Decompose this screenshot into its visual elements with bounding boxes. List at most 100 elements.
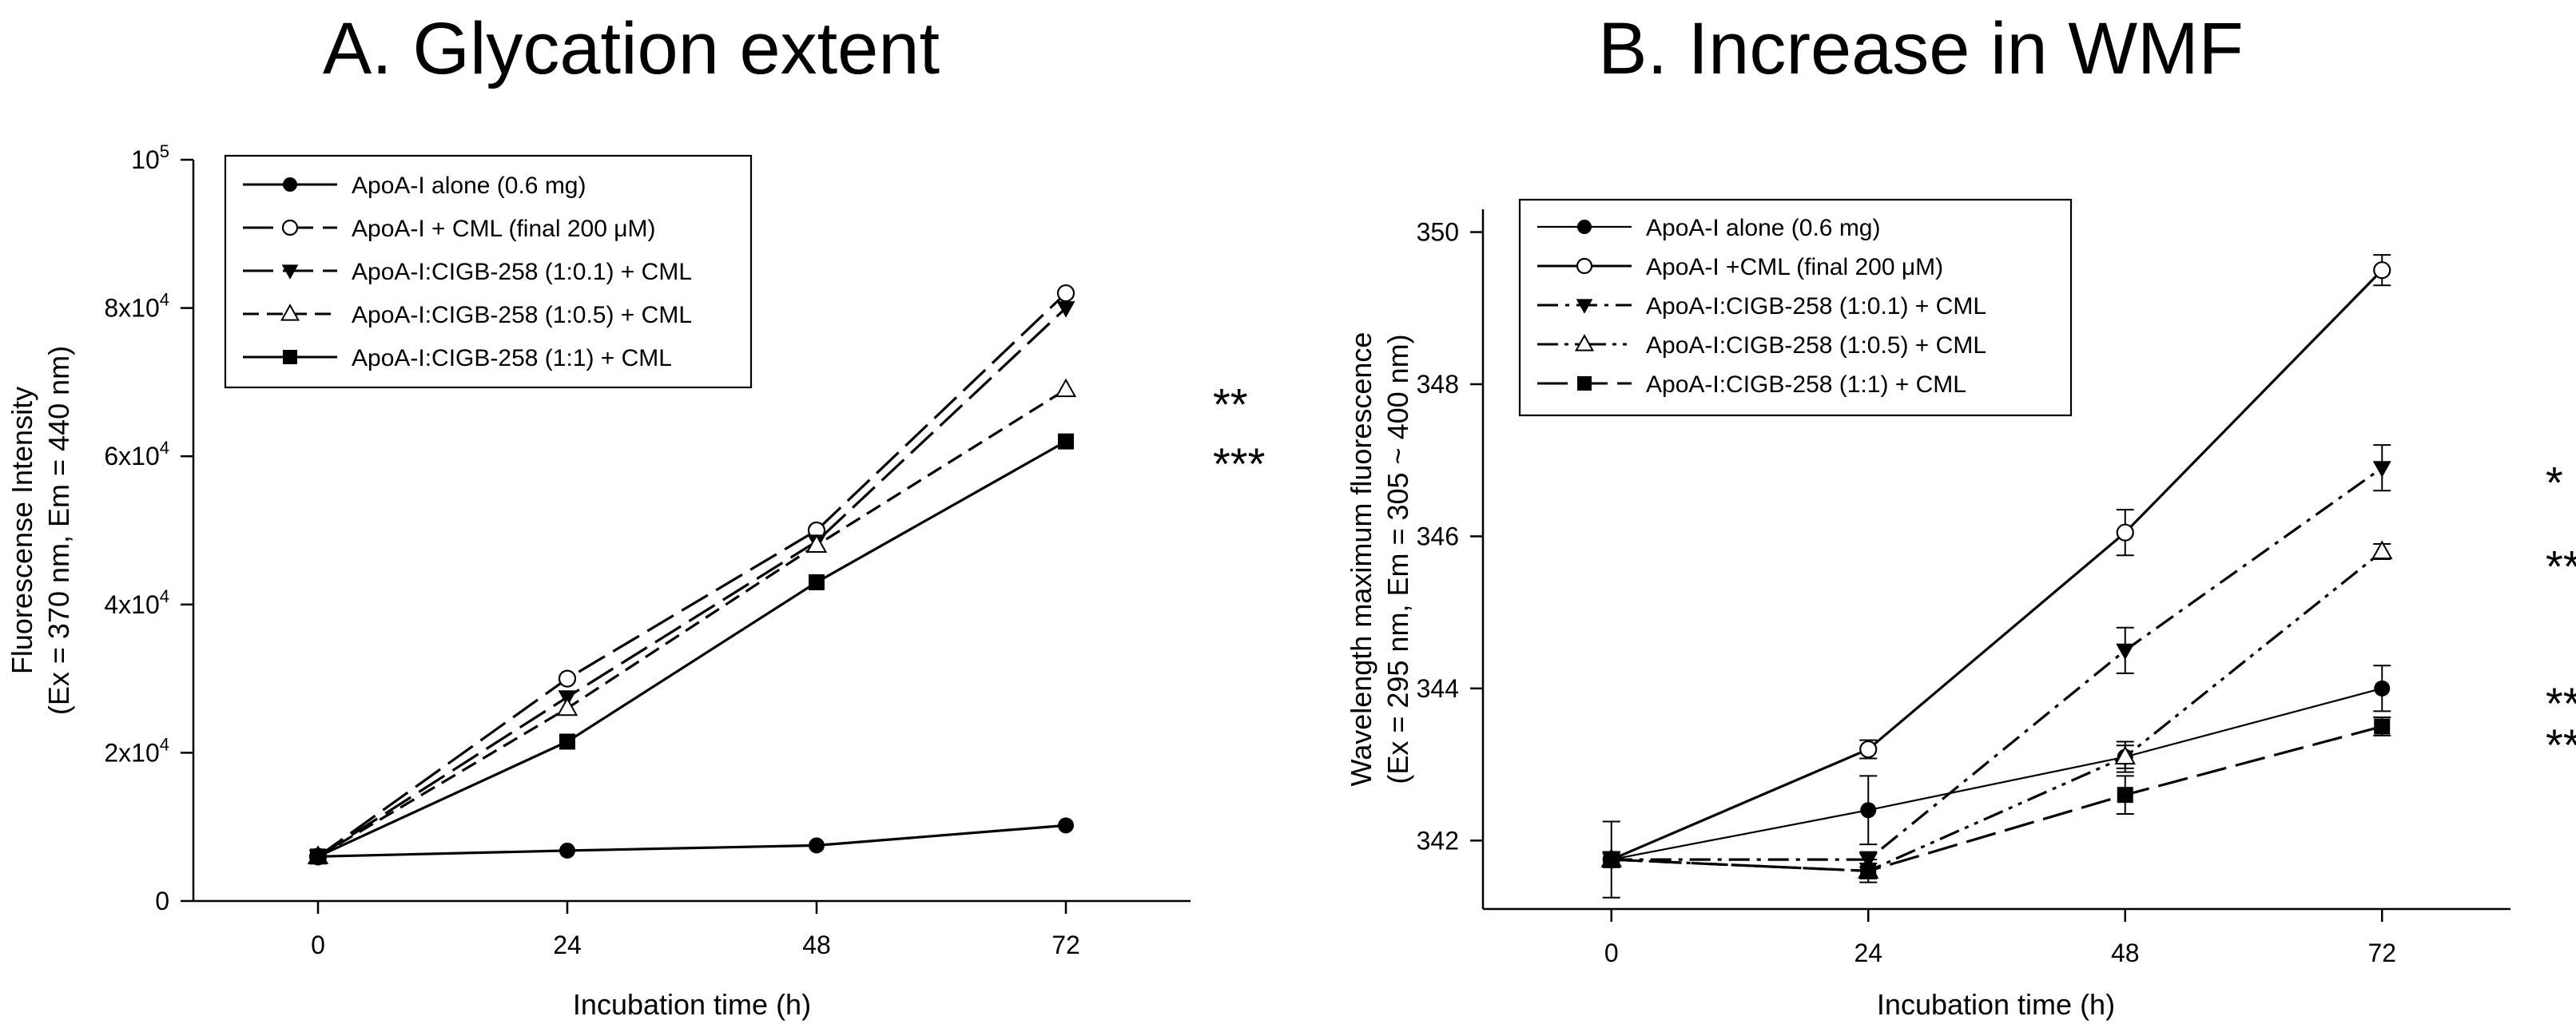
y-axis-label-units: (Ex = 370 nm, Em = 440 nm) <box>42 346 75 715</box>
significance-marker: ** <box>1213 379 1248 430</box>
y-tick-label: 342 <box>1417 826 1459 855</box>
legend-item: ApoA-I:CIGB-258 (1:1) + CML <box>1537 371 1966 398</box>
x-tick-label: 0 <box>311 931 325 959</box>
y-tick-exponent: 5 <box>160 141 169 161</box>
y-tick-label: 346 <box>1417 522 1459 550</box>
legend-marker <box>1576 257 1593 275</box>
x-tick-label: 48 <box>2111 939 2140 967</box>
significance-marker: ** <box>2546 541 2576 591</box>
series-line <box>1611 724 2383 873</box>
data-point <box>2116 643 2135 661</box>
y-tick-label: 348 <box>1417 370 1459 399</box>
series-line <box>317 824 1067 858</box>
x-tick-label: 24 <box>553 931 582 959</box>
legend-item: ApoA-I:CIGB-258 (1:1) + CML <box>243 345 672 371</box>
legend-label: ApoA-I +CML (final 200 μM) <box>1646 254 1943 280</box>
y-axis-label: Wavelength maximum fluorescence <box>1345 332 1377 787</box>
data-point <box>1603 851 1620 868</box>
y-tick-label: 344 <box>1417 674 1459 703</box>
data-point <box>1056 284 1075 303</box>
series-1 <box>310 817 1074 865</box>
data-point <box>559 733 575 750</box>
significance-marker: *** <box>1213 439 1265 489</box>
y-axis-label: Fluorescense Intensity <box>6 387 38 674</box>
series-line <box>1611 687 2383 861</box>
data-point <box>1056 301 1075 318</box>
series-line <box>317 307 1067 858</box>
significance-marker: *** <box>2546 678 2576 728</box>
series-line <box>317 388 1067 858</box>
legend-item: ApoA-I:CIGB-258 (1:0.1) + CML <box>243 259 692 285</box>
series-line <box>317 292 1067 858</box>
legend-marker <box>283 177 297 192</box>
legend-item: ApoA-I + CML (final 200 μM) <box>243 216 655 242</box>
legend-label: ApoA-I:CIGB-258 (1:0.5) + CML <box>352 302 692 328</box>
legend-label: ApoA-I:CIGB-258 (1:1) + CML <box>352 345 672 371</box>
data-point <box>1859 740 1878 759</box>
data-point <box>1860 863 1877 879</box>
y-tick-mantissa: 342 <box>1417 826 1459 855</box>
data-point <box>558 669 577 688</box>
series-line <box>1611 466 2383 861</box>
legend-marker <box>283 350 297 364</box>
y-tick-label: 4x104 <box>104 586 169 619</box>
y-tick-mantissa: 4x10 <box>104 590 159 619</box>
legend: ApoA-I alone (0.6 mg) ApoA-I +CML (final … <box>1518 198 2073 417</box>
y-tick-exponent: 4 <box>160 586 169 606</box>
data-point <box>2371 540 2393 559</box>
chart-panel-b: B. Increase in WMF 0 24 48 72 342 344 346 348 350… <box>1345 8 2576 1021</box>
y-tick-mantissa: 0 <box>155 887 169 915</box>
series-2 <box>308 284 1075 866</box>
series-line <box>1611 269 2383 861</box>
legend-label: ApoA-I:CIGB-258 (1:0.1) + CML <box>352 259 692 285</box>
y-tick-mantissa: 10 <box>131 145 160 174</box>
legend-item: ApoA-I:CIGB-258 (1:0.1) + CML <box>1537 293 1986 320</box>
legend-label: ApoA-I alone (0.6 mg) <box>1646 215 1880 241</box>
legend-marker <box>1577 376 1592 391</box>
data-point <box>2116 523 2134 542</box>
significance-marker: * <box>2546 458 2563 508</box>
data-point <box>2373 261 2391 280</box>
data-point <box>2117 787 2133 804</box>
significance-marker: *** <box>2546 720 2576 770</box>
legend-label: ApoA-I:CIGB-258 (1:1) + CML <box>1646 371 1966 398</box>
y-tick-label: 8x104 <box>104 290 169 323</box>
series-4 <box>1600 540 2393 879</box>
data-point <box>1058 433 1074 450</box>
legend-marker <box>280 304 300 321</box>
data-point <box>2374 680 2391 697</box>
data-point <box>805 534 828 554</box>
legend: ApoA-I alone (0.6 mg) ApoA-I + CML (final… <box>224 154 753 389</box>
series-5 <box>1602 716 2391 883</box>
data-point <box>559 842 575 859</box>
y-tick-label: 0 <box>155 887 169 915</box>
y-tick-mantissa: 8x10 <box>104 294 159 323</box>
y-tick-label: 2x104 <box>104 734 169 767</box>
legend-label: ApoA-I + CML (final 200 μM) <box>352 216 655 242</box>
y-tick-exponent: 4 <box>160 290 169 310</box>
legend-label: ApoA-I:CIGB-258 (1:0.1) + CML <box>1646 293 1986 320</box>
y-tick-exponent: 4 <box>160 734 169 754</box>
series-4 <box>307 378 1077 864</box>
x-tick-label: 48 <box>802 931 831 959</box>
data-point <box>310 848 326 865</box>
data-point <box>1055 378 1077 398</box>
x-tick-label: 0 <box>1604 939 1619 967</box>
y-tick-mantissa: 350 <box>1417 218 1459 247</box>
y-tick-mantissa: 344 <box>1417 674 1459 703</box>
series-3 <box>1602 444 2391 870</box>
legend-marker <box>281 219 299 236</box>
y-tick-mantissa: 346 <box>1417 522 1459 550</box>
legend-item: ApoA-I:CIGB-258 (1:0.5) + CML <box>1537 332 1986 359</box>
legend-item: ApoA-I alone (0.6 mg) <box>1537 215 1880 241</box>
legend-label: ApoA-I:CIGB-258 (1:0.5) + CML <box>1646 332 1986 359</box>
y-tick-mantissa: 6x10 <box>104 442 159 470</box>
y-tick-label: 350 <box>1417 218 1459 247</box>
data-point <box>2372 461 2391 478</box>
data-point <box>2374 718 2391 735</box>
series-1 <box>1602 665 2391 899</box>
y-axis-label-units: (Ex = 295 nm, Em = 305 ~ 400 nm) <box>1381 334 1414 784</box>
legend-marker <box>1576 299 1593 314</box>
